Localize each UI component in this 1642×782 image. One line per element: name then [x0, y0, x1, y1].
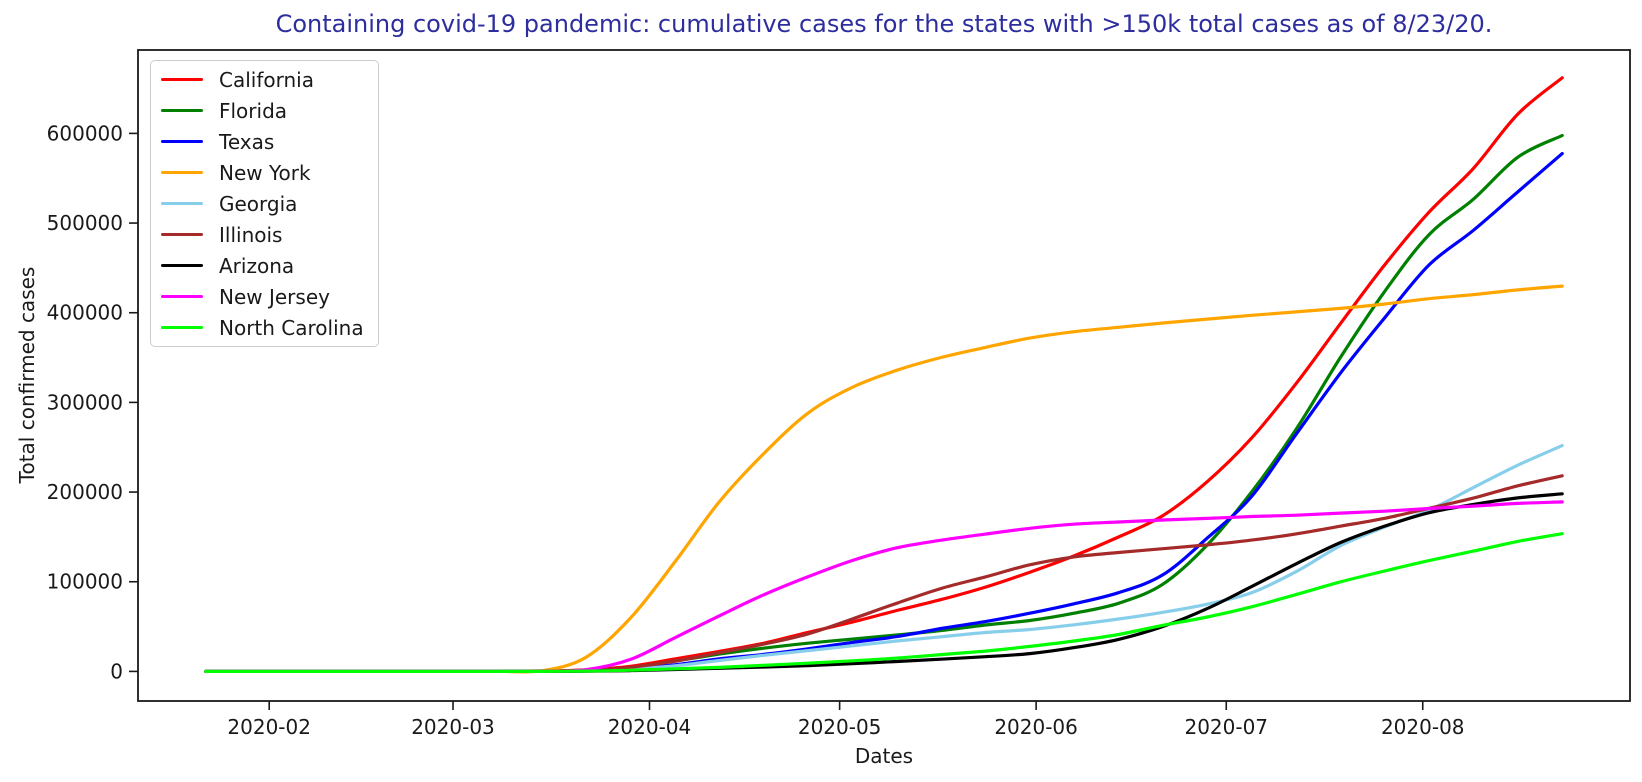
x-tick-label: 2020-08	[1381, 715, 1465, 739]
x-tick-label: 2020-07	[1184, 715, 1268, 739]
legend-line-swatch	[161, 108, 203, 113]
legend-item-new-jersey: New Jersey	[161, 281, 364, 312]
axes-spines	[137, 49, 1631, 702]
legend-item-new-york: New York	[161, 157, 364, 188]
x-tick-label: 2020-03	[411, 715, 495, 739]
legend-line-swatch	[161, 201, 203, 206]
legend-item-arizona: Arizona	[161, 250, 364, 281]
legend-line-swatch	[161, 77, 203, 82]
y-tick-label: 200000	[47, 480, 123, 504]
legend-label: Arizona	[219, 253, 295, 278]
legend-line-swatch	[161, 294, 203, 299]
legend-label: Illinois	[219, 222, 283, 247]
y-tick-label: 600000	[47, 121, 123, 145]
y-tick-label: 0	[110, 659, 123, 683]
x-tick-label: 2020-04	[608, 715, 692, 739]
legend-label: Florida	[219, 98, 288, 123]
series-line-north-carolina	[204, 532, 1564, 674]
legend-item-north-carolina: North Carolina	[161, 312, 364, 343]
legend-line-swatch	[161, 263, 203, 268]
series-line-new-jersey	[204, 500, 1564, 674]
legend-label: California	[219, 67, 314, 92]
y-tick-label: 300000	[47, 390, 123, 414]
legend-line-swatch	[161, 325, 203, 330]
y-tick-label: 100000	[47, 570, 123, 594]
legend-label: Georgia	[219, 191, 298, 216]
x-axis-label: Dates	[854, 744, 914, 768]
legend-item-illinois: Illinois	[161, 219, 364, 250]
series-line-arizona	[204, 492, 1564, 674]
legend-line-swatch	[161, 170, 203, 175]
x-tick-label: 2020-05	[798, 715, 882, 739]
legend-item-georgia: Georgia	[161, 188, 364, 219]
x-tick-label: 2020-06	[994, 715, 1078, 739]
legend-item-california: California	[161, 64, 364, 95]
legend-label: Texas	[219, 129, 275, 154]
legend-item-florida: Florida	[161, 95, 364, 126]
x-tick-label: 2020-02	[227, 715, 311, 739]
legend-line-swatch	[161, 232, 203, 237]
legend-label: North Carolina	[219, 315, 364, 340]
legend: California Florida Texas New York Georgia Ill…	[150, 60, 379, 347]
series-line-texas	[204, 152, 1564, 674]
legend-label: New Jersey	[219, 284, 330, 309]
y-tick-label: 500000	[47, 211, 123, 235]
y-tick-label: 400000	[47, 301, 123, 325]
chart-title: Containing covid-19 pandemic: cumulative…	[275, 10, 1493, 38]
legend-label: New York	[219, 160, 311, 185]
legend-line-swatch	[161, 139, 203, 144]
legend-item-texas: Texas	[161, 126, 364, 157]
series-line-florida	[204, 133, 1564, 674]
